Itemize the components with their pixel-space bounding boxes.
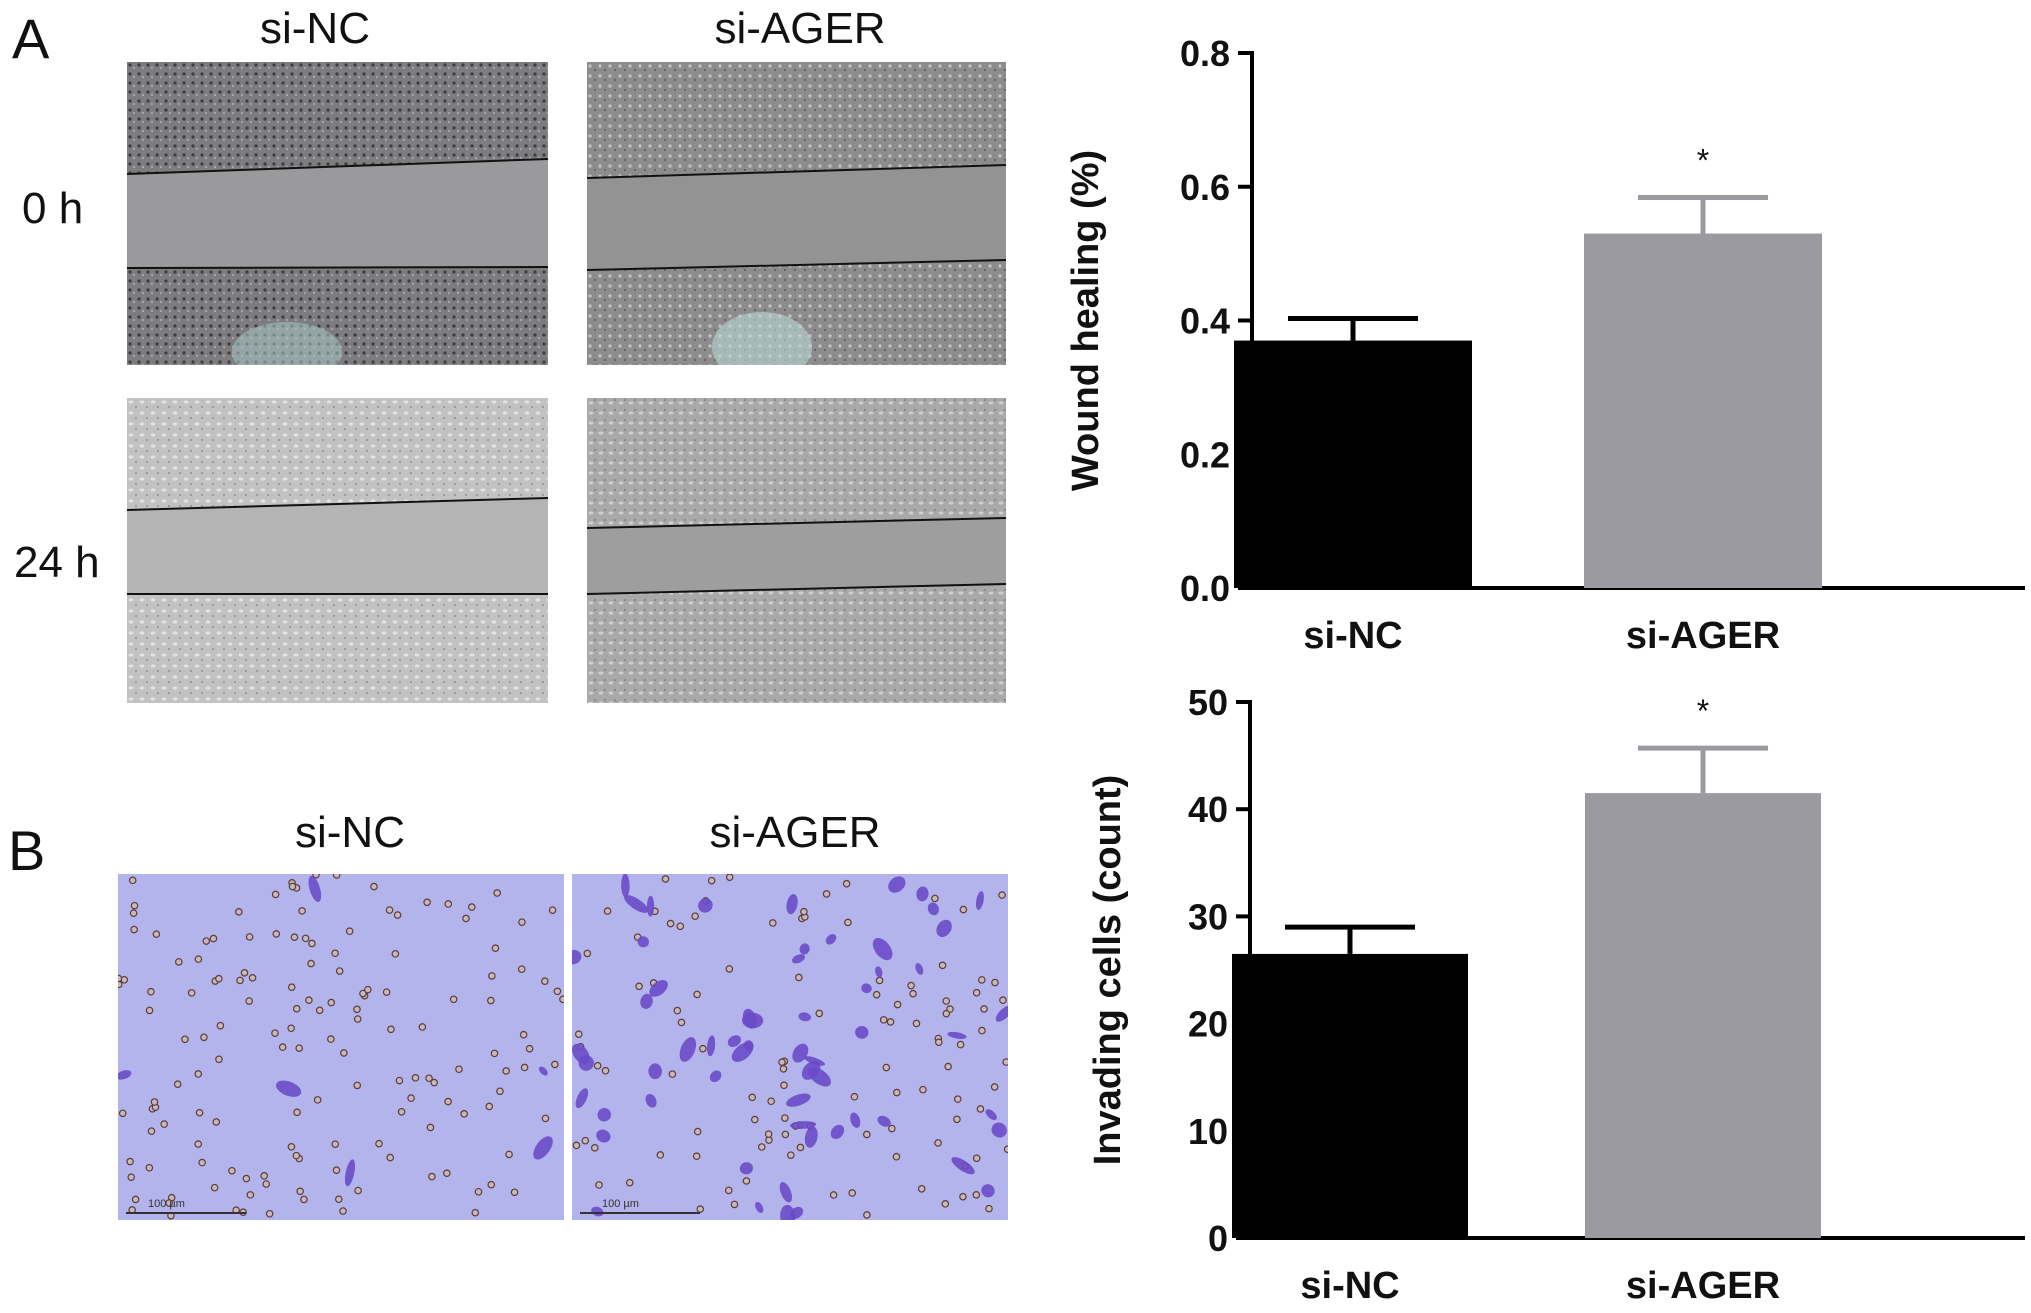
wound-healing-y-tick-label: 0.2 xyxy=(1180,434,1230,475)
invading-cells-y-axis-label: Invading cells (count) xyxy=(1087,775,1129,1166)
panel-a-column-header-si-nc: si-NC xyxy=(260,4,370,53)
invading-cells-y-tick-label: 10 xyxy=(1188,1111,1228,1152)
wound-image-si-ager-24h xyxy=(587,398,1006,703)
scale-bar-label: 100 µm xyxy=(602,1198,639,1210)
wound-healing-y-axis-label: Wound healing (%) xyxy=(1065,150,1107,491)
invading-cells-bar-si-ager xyxy=(1585,793,1821,1238)
invading-cells-y-tick-label: 0 xyxy=(1208,1218,1228,1259)
wound-healing-bar-si-nc xyxy=(1234,340,1472,588)
invading-cells-chart: 0 10 20 30 40 50 Invading cells (count) si-NC si… xyxy=(1087,682,2025,1307)
row-label-24h: 24 h xyxy=(14,538,100,587)
wound-healing-bar-si-ager xyxy=(1584,233,1822,588)
panel-a-column-header-si-ager: si-AGER xyxy=(714,4,886,53)
invading-cells-bar-si-nc xyxy=(1232,953,1468,1238)
invading-cells-y-tick-label: 20 xyxy=(1188,1004,1228,1045)
row-label-0h: 0 h xyxy=(22,184,84,233)
transwell-image-si-nc: 100 µm xyxy=(118,874,564,1220)
panel-b-column-header-si-nc: si-NC xyxy=(295,808,405,857)
panel-b-column-header-si-ager: si-AGER xyxy=(709,808,881,857)
invading-cells-x-tick-label: si-AGER xyxy=(1626,1265,1780,1307)
scale-bar xyxy=(126,1212,246,1214)
wound-image-si-nc-0h xyxy=(127,62,548,365)
wound-healing-significance-marker: * xyxy=(1697,142,1709,178)
transwell-image-si-ager: 100 µm xyxy=(572,874,1008,1220)
invading-cells-y-tick-label: 40 xyxy=(1188,789,1228,830)
panel-a-letter: A xyxy=(12,7,50,70)
wound-healing-y-tick-label: 0.4 xyxy=(1180,301,1230,342)
wound-image-si-nc-24h xyxy=(127,398,548,703)
invading-cells-significance-marker: * xyxy=(1697,693,1709,729)
wound-healing-x-tick-label: si-NC xyxy=(1303,615,1402,657)
wound-healing-x-tick-label: si-AGER xyxy=(1626,615,1780,657)
invading-cells-y-tick-label: 50 xyxy=(1188,682,1228,723)
wound-healing-y-tick-label: 0.6 xyxy=(1180,167,1230,208)
invading-cells-y-tick-label: 30 xyxy=(1188,896,1228,937)
wound-healing-chart: 0.0 0.2 0.4 0.6 0.8 Wound healing (%) si-NC si-… xyxy=(1065,33,2025,657)
scale-bar-label: 100 µm xyxy=(148,1198,185,1210)
wound-healing-y-tick-label: 0.8 xyxy=(1180,33,1230,74)
wound-healing-y-tick-label: 0.0 xyxy=(1180,568,1230,609)
panel-b-letter: B xyxy=(8,819,46,882)
scale-bar xyxy=(580,1212,700,1214)
wound-image-si-ager-0h xyxy=(587,62,1006,365)
invading-cells-x-tick-label: si-NC xyxy=(1300,1265,1399,1307)
